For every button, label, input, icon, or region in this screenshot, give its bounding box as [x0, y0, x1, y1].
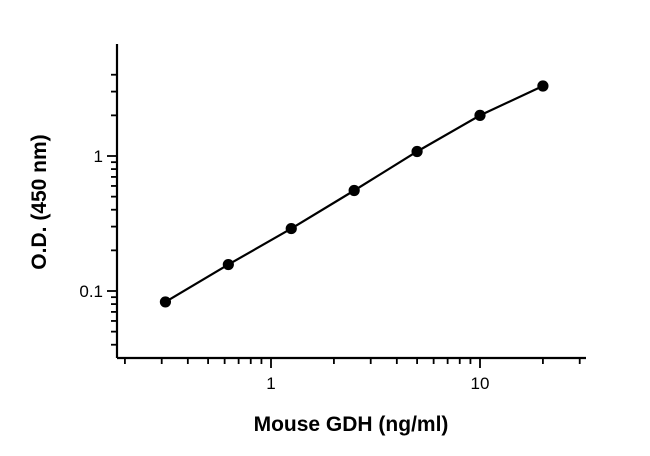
- data-point: [222, 258, 234, 271]
- data-point: [537, 80, 549, 92]
- x-tick-label: 1: [266, 374, 275, 393]
- y-axis-title: O.D. (450 nm): [28, 134, 51, 269]
- x-tick-label: 10: [471, 374, 490, 393]
- data-point: [159, 296, 172, 308]
- y-tick-label: 1: [94, 147, 103, 166]
- data-point: [474, 109, 486, 121]
- data-point: [285, 222, 297, 235]
- plot-area: 1 10 0.1 1: [79, 44, 586, 393]
- data-point: [348, 184, 360, 197]
- y-tick-label: 0.1: [79, 282, 103, 301]
- data-point: [411, 145, 423, 158]
- x-axis-title: Mouse GDH (ng/ml): [254, 413, 449, 436]
